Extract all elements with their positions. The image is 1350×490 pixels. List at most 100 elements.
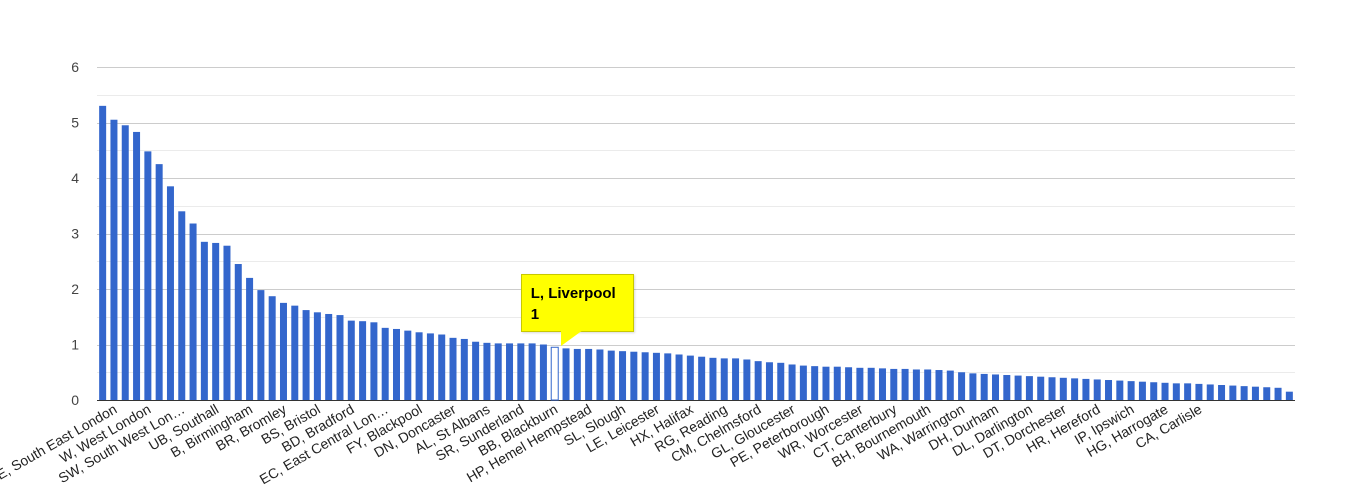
bar[interactable] <box>573 348 581 400</box>
bar[interactable] <box>268 296 276 400</box>
bar[interactable] <box>867 367 875 400</box>
bar[interactable] <box>698 356 706 400</box>
bar[interactable] <box>935 370 943 400</box>
bar[interactable] <box>946 370 954 400</box>
bar[interactable] <box>415 332 423 400</box>
bar[interactable] <box>562 348 570 400</box>
bar[interactable] <box>178 211 186 400</box>
bar[interactable] <box>144 151 152 400</box>
bar[interactable] <box>845 367 853 400</box>
bar[interactable] <box>200 241 208 400</box>
bar[interactable] <box>1014 375 1022 400</box>
bar[interactable] <box>630 351 638 400</box>
bar[interactable] <box>1251 386 1259 400</box>
bar[interactable] <box>1263 387 1271 400</box>
bar[interactable] <box>325 313 333 400</box>
bar[interactable] <box>279 302 287 401</box>
bar[interactable] <box>370 322 378 400</box>
bar[interactable] <box>619 351 627 400</box>
bar[interactable] <box>336 315 344 400</box>
bar[interactable] <box>1059 377 1067 400</box>
bar[interactable] <box>969 373 977 400</box>
bar[interactable] <box>1105 380 1113 400</box>
bar[interactable] <box>856 367 864 400</box>
bar[interactable] <box>110 119 118 400</box>
bar[interactable] <box>472 341 480 400</box>
bar[interactable] <box>754 361 762 400</box>
bar[interactable] <box>607 350 615 400</box>
bar[interactable] <box>359 321 367 400</box>
bar[interactable] <box>1172 383 1180 400</box>
bar[interactable] <box>833 366 841 400</box>
bar[interactable] <box>212 242 220 400</box>
bar[interactable] <box>596 349 604 401</box>
bar[interactable] <box>166 186 174 400</box>
bar[interactable] <box>585 348 593 400</box>
bar[interactable] <box>1218 385 1226 400</box>
bar[interactable] <box>1127 381 1135 400</box>
bar[interactable] <box>799 365 807 400</box>
bar[interactable] <box>234 264 242 400</box>
bar[interactable] <box>958 372 966 400</box>
bar[interactable] <box>1037 376 1045 400</box>
bar[interactable] <box>709 357 717 400</box>
bar[interactable] <box>890 368 898 400</box>
bar[interactable] <box>1274 387 1282 400</box>
bar[interactable] <box>1229 385 1237 400</box>
bar[interactable] <box>788 364 796 400</box>
bar[interactable] <box>404 330 412 401</box>
bar[interactable] <box>393 328 400 400</box>
bar[interactable] <box>811 366 819 400</box>
bar[interactable] <box>1150 382 1158 400</box>
bar[interactable] <box>246 277 254 400</box>
bar[interactable] <box>313 312 321 400</box>
bar[interactable] <box>99 105 107 400</box>
bar[interactable] <box>1025 376 1033 400</box>
bar[interactable] <box>381 327 389 400</box>
bar[interactable] <box>732 358 740 401</box>
bar[interactable] <box>912 369 920 400</box>
bar[interactable] <box>1082 378 1090 400</box>
bar[interactable] <box>1003 375 1011 400</box>
bar[interactable] <box>438 334 446 400</box>
bar[interactable] <box>347 320 355 400</box>
bar[interactable] <box>1048 377 1056 400</box>
bar[interactable] <box>743 359 751 400</box>
bar[interactable] <box>720 358 728 401</box>
bar[interactable] <box>822 366 830 400</box>
bar[interactable] <box>777 362 785 400</box>
bar[interactable] <box>901 368 909 400</box>
bar[interactable] <box>1116 380 1124 400</box>
bar[interactable] <box>155 164 163 401</box>
bar[interactable] <box>878 368 886 400</box>
bar[interactable] <box>460 338 468 400</box>
bar[interactable] <box>1285 391 1293 400</box>
bar[interactable] <box>980 373 988 400</box>
bar[interactable] <box>121 125 129 401</box>
bar[interactable] <box>1184 383 1192 400</box>
bar[interactable] <box>992 374 999 400</box>
bar[interactable] <box>765 362 773 400</box>
bar[interactable] <box>189 223 197 400</box>
bar[interactable] <box>506 343 514 400</box>
bar[interactable] <box>223 245 231 400</box>
bar[interactable] <box>539 344 547 401</box>
bar[interactable] <box>449 337 457 400</box>
bar[interactable] <box>924 369 932 400</box>
bar[interactable] <box>652 352 660 400</box>
bar[interactable] <box>528 343 536 400</box>
bar[interactable] <box>1195 383 1203 400</box>
bar[interactable] <box>686 355 694 400</box>
bar[interactable] <box>517 343 525 400</box>
bar-highlighted[interactable] <box>550 346 559 401</box>
bar[interactable] <box>1161 382 1169 400</box>
bar[interactable] <box>426 333 434 400</box>
bar[interactable] <box>1206 384 1214 400</box>
bar[interactable] <box>291 305 299 400</box>
bar[interactable] <box>675 354 683 400</box>
bar[interactable] <box>133 131 141 400</box>
bar[interactable] <box>1138 381 1146 400</box>
bar[interactable] <box>302 310 310 400</box>
bar[interactable] <box>1071 378 1079 400</box>
bar[interactable] <box>1240 386 1248 401</box>
